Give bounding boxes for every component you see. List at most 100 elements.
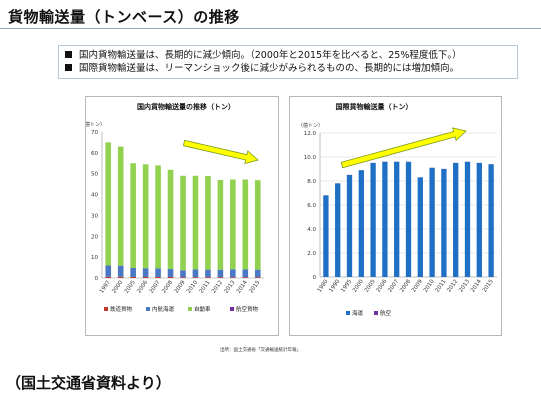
title-divider <box>0 28 541 29</box>
bar-segment <box>488 164 494 277</box>
trend-arrow-icon <box>340 127 467 169</box>
legend-label: 内航海運 <box>152 305 175 313</box>
legend-label: 航空 <box>380 309 392 317</box>
x-tick-label: 2014 <box>236 279 249 294</box>
bar-segment <box>358 170 364 277</box>
bar-segment <box>192 269 199 278</box>
y-tick-label: 70 <box>91 130 98 136</box>
bar-segment <box>167 269 174 277</box>
bar-segment <box>394 161 400 277</box>
x-tick-label: 2008 <box>161 279 174 294</box>
x-tick-label: 2005 <box>124 279 137 294</box>
bar-segment <box>217 269 224 278</box>
x-tick-label: 2013 <box>458 278 471 293</box>
domestic-freight-chart: 国内貨物輸送量の推移（トン）（億トン）010203040506070199720… <box>86 102 264 313</box>
x-tick-label: 2006 <box>136 279 149 294</box>
x-tick-label: 2007 <box>149 279 162 294</box>
legend-swatch <box>188 307 192 311</box>
bar-segment <box>217 277 224 278</box>
bar-segment <box>155 165 161 269</box>
x-tick-label: 2000 <box>352 278 365 293</box>
y-tick-label: 12.0 <box>304 131 317 137</box>
bar-segment <box>476 163 482 277</box>
y-tick-label: 10.0 <box>304 155 317 161</box>
bar-segment <box>130 267 136 277</box>
bar-segment <box>323 195 329 277</box>
y-tick-label: 30 <box>91 213 98 219</box>
source-note: 出所：国土交通省「交通輸送統計年報」 <box>220 348 301 353</box>
bar-segment <box>417 177 423 277</box>
y-tick-label: 4.0 <box>307 227 316 233</box>
international-freight-chart: 国際貨物輸送量（トン） （億トン） 0 2.0 4.0 6.0 8.0 10.0 12.0 198… <box>298 102 497 317</box>
bar-segment <box>205 176 211 270</box>
x-tick-label: 2006 <box>376 278 389 293</box>
bar-segment <box>242 277 249 278</box>
bar-segment <box>335 183 341 277</box>
bullet-square-icon <box>65 64 72 71</box>
legend-swatch <box>146 307 150 311</box>
bar-segment <box>105 265 112 277</box>
bar-segment <box>441 169 447 277</box>
legend-swatch <box>230 307 234 311</box>
chart-title: 国際貨物輸送量（トン） <box>336 102 413 111</box>
y-tick-label: 0 <box>313 275 317 281</box>
y-tick-label: 40 <box>91 193 98 199</box>
bar-segment <box>180 270 186 278</box>
y-tick-label: 10 <box>91 255 98 261</box>
x-tick-label: 2015 <box>482 278 495 293</box>
bar-segment <box>242 179 249 270</box>
bar-segment <box>382 161 388 277</box>
y-tick-label: 6.0 <box>307 203 316 209</box>
bar-segment <box>254 269 261 278</box>
legend-label: 鉄道貨物 <box>110 305 133 313</box>
x-tick-label: 2015 <box>248 279 261 294</box>
bar-segment <box>105 276 112 278</box>
bar-segment <box>130 276 136 278</box>
y-tick-label: 50 <box>91 172 98 178</box>
bar-segment <box>105 142 112 266</box>
summary-text-international: 国際貨物輸送量は、リーマンショック後に減少がみられるものの、長期的には増加傾向。 <box>79 63 460 74</box>
bar-segment <box>217 179 224 270</box>
bar-segment <box>142 164 149 269</box>
x-tick-label: 1980 <box>317 278 330 293</box>
bar-segment <box>130 163 136 268</box>
x-tick-label: 2013 <box>224 279 237 294</box>
y-tick-label: 0 <box>95 276 99 282</box>
x-tick-label: 2007 <box>387 278 400 293</box>
bar-segment <box>405 161 412 277</box>
bar-segment <box>453 163 459 277</box>
bar-segment <box>180 175 186 271</box>
x-tick-label: 2011 <box>435 279 448 294</box>
bar-segment <box>205 269 211 278</box>
bar-segment <box>142 276 149 278</box>
bar-segment <box>254 180 261 270</box>
bar-segment <box>167 169 174 270</box>
y-tick-label: 20 <box>91 234 98 240</box>
chart-title: 国内貨物輸送量の推移（トン） <box>137 102 235 111</box>
bar-segment <box>254 277 261 278</box>
x-tick-label: 2010 <box>186 279 199 294</box>
x-tick-label: 2009 <box>411 278 424 293</box>
legend-swatch <box>374 311 378 315</box>
x-tick-label: 2012 <box>211 280 224 295</box>
summary-bullet-domestic: 国内貨物輸送量は、長期的に減少傾向。（2000年と2015年を比べると、25%程… <box>65 49 511 62</box>
domestic-freight-chart-panel: 国内貨物輸送量の推移（トン）（億トン）010203040506070199720… <box>85 96 279 336</box>
x-tick-label: 2011 <box>199 280 212 295</box>
bar-segment <box>230 277 236 278</box>
legend-label: 海運 <box>352 309 364 317</box>
x-tick-label: 2005 <box>364 278 377 293</box>
bar-segment <box>346 175 353 277</box>
bar-segment <box>429 167 435 277</box>
summary-bullet-international: 国際貨物輸送量は、リーマンショック後に減少がみられるものの、長期的には増加傾向。 <box>65 62 511 75</box>
legend-swatch <box>346 311 350 315</box>
bar-segment <box>142 268 149 277</box>
bar-segment <box>230 179 236 270</box>
x-tick-label: 2014 <box>470 278 483 293</box>
x-tick-label: 2010 <box>423 278 436 293</box>
x-tick-label: 2009 <box>174 279 187 294</box>
x-tick-label: 1995 <box>340 278 353 293</box>
bullet-square-icon <box>65 51 72 58</box>
bar-segment <box>192 277 199 278</box>
x-tick-label: 1997 <box>99 279 112 294</box>
legend-swatch <box>104 307 108 311</box>
